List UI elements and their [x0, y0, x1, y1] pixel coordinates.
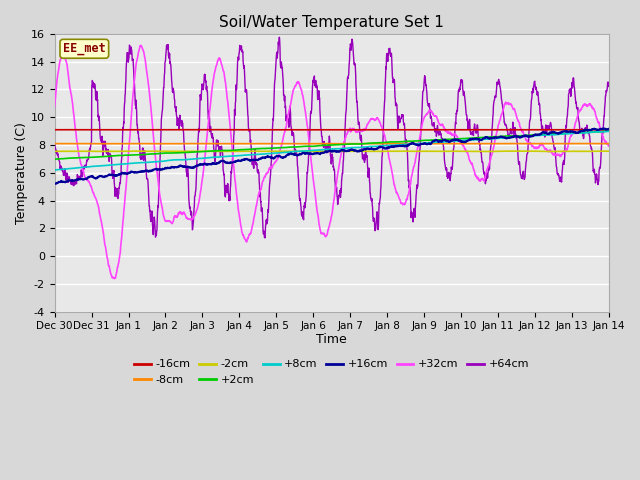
Line: +2cm: +2cm	[54, 131, 609, 159]
+2cm	[605, 128, 612, 134]
+64cm	[488, 141, 495, 146]
-8cm	[589, 141, 597, 146]
-16cm	[589, 127, 597, 132]
-16cm	[589, 127, 596, 132]
+64cm	[261, 235, 269, 241]
-2cm	[589, 148, 596, 154]
+64cm	[51, 141, 58, 147]
+64cm	[589, 168, 597, 174]
-8cm	[321, 141, 328, 146]
Y-axis label: Temperature (C): Temperature (C)	[15, 122, 28, 224]
-16cm	[541, 127, 549, 132]
+2cm	[589, 129, 596, 135]
+32cm	[605, 143, 612, 149]
-8cm	[573, 141, 580, 146]
+16cm	[600, 126, 607, 132]
-16cm	[306, 127, 314, 132]
-16cm	[79, 127, 87, 132]
-2cm	[51, 148, 58, 154]
Line: +8cm: +8cm	[54, 132, 609, 170]
+2cm	[589, 129, 596, 135]
-16cm	[605, 127, 612, 132]
+16cm	[487, 135, 495, 141]
+16cm	[589, 127, 596, 132]
+64cm	[589, 162, 596, 168]
+2cm	[320, 143, 328, 148]
-2cm	[488, 148, 495, 154]
+64cm	[306, 126, 314, 132]
Legend: -16cm, -8cm, -2cm, +2cm, +8cm, +16cm, +32cm, +64cm: -16cm, -8cm, -2cm, +2cm, +8cm, +16cm, +3…	[130, 355, 533, 389]
+64cm	[79, 169, 87, 175]
+64cm	[276, 35, 284, 40]
+16cm	[589, 126, 596, 132]
+16cm	[51, 181, 58, 187]
+32cm	[306, 146, 314, 152]
+16cm	[605, 126, 612, 132]
Title: Soil/Water Temperature Set 1: Soil/Water Temperature Set 1	[220, 15, 444, 30]
-16cm	[488, 127, 495, 132]
-2cm	[79, 148, 87, 154]
-16cm	[51, 127, 58, 132]
+32cm	[137, 42, 145, 48]
+8cm	[79, 165, 87, 170]
+2cm	[487, 134, 495, 140]
+8cm	[51, 167, 58, 173]
+8cm	[305, 148, 313, 154]
+32cm	[589, 106, 597, 112]
+2cm	[51, 156, 58, 162]
-2cm	[506, 148, 514, 154]
-2cm	[605, 148, 612, 154]
+16cm	[320, 150, 328, 156]
-8cm	[51, 141, 58, 146]
-8cm	[111, 141, 118, 146]
Line: +16cm: +16cm	[54, 129, 609, 184]
Line: +32cm: +32cm	[54, 45, 609, 278]
+32cm	[488, 153, 495, 158]
+32cm	[111, 276, 118, 281]
+64cm	[605, 84, 612, 89]
-2cm	[305, 148, 313, 154]
-2cm	[478, 149, 486, 155]
+8cm	[605, 129, 612, 134]
X-axis label: Time: Time	[316, 333, 347, 346]
+8cm	[320, 146, 328, 152]
Line: +64cm: +64cm	[54, 37, 609, 238]
+2cm	[305, 144, 313, 149]
+8cm	[589, 129, 596, 135]
-8cm	[306, 141, 314, 146]
+32cm	[51, 104, 58, 110]
+16cm	[79, 177, 87, 182]
-8cm	[79, 141, 87, 146]
-16cm	[138, 127, 146, 133]
-8cm	[589, 141, 596, 146]
+32cm	[321, 232, 328, 238]
Text: EE_met: EE_met	[63, 42, 106, 55]
-8cm	[605, 141, 612, 146]
+8cm	[589, 129, 596, 135]
-16cm	[321, 127, 328, 132]
-2cm	[589, 148, 597, 154]
+16cm	[305, 151, 313, 156]
-8cm	[488, 141, 495, 146]
+32cm	[589, 106, 596, 112]
+32cm	[79, 168, 87, 174]
-2cm	[320, 148, 328, 154]
+64cm	[321, 141, 328, 147]
+8cm	[487, 136, 495, 142]
+2cm	[79, 155, 87, 160]
